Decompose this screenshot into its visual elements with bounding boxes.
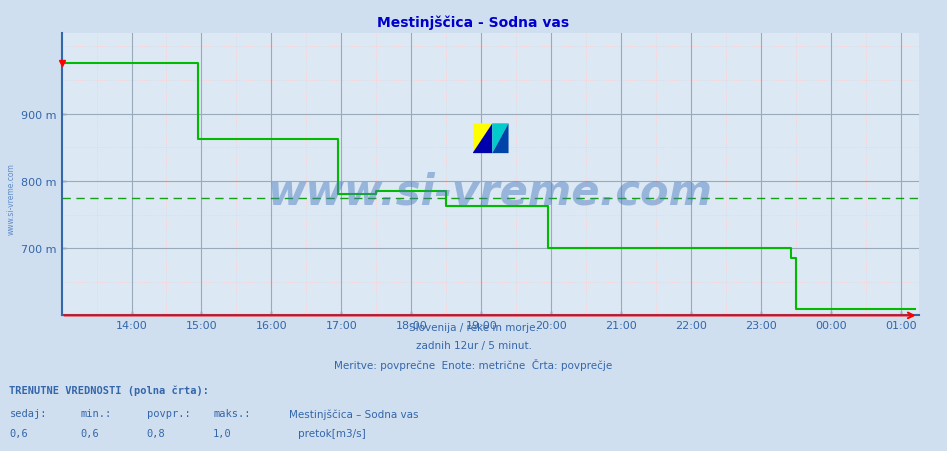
Polygon shape (492, 124, 509, 154)
Text: 0,6: 0,6 (80, 428, 99, 438)
Text: min.:: min.: (80, 408, 112, 418)
Text: www.si-vreme.com: www.si-vreme.com (7, 162, 16, 235)
Text: www.si-vreme.com: www.si-vreme.com (268, 171, 712, 212)
Polygon shape (473, 124, 492, 154)
Polygon shape (492, 124, 509, 154)
Text: pretok[m3/s]: pretok[m3/s] (298, 428, 366, 438)
Text: 0,6: 0,6 (9, 428, 28, 438)
Text: 0,8: 0,8 (147, 428, 166, 438)
Text: maks.:: maks.: (213, 408, 251, 418)
Text: sedaj:: sedaj: (9, 408, 47, 418)
Text: 1,0: 1,0 (213, 428, 232, 438)
Text: Mestinjščica – Sodna vas: Mestinjščica – Sodna vas (289, 408, 419, 419)
Text: povpr.:: povpr.: (147, 408, 190, 418)
Text: TRENUTNE VREDNOSTI (polna črta):: TRENUTNE VREDNOSTI (polna črta): (9, 384, 209, 395)
Text: zadnih 12ur / 5 minut.: zadnih 12ur / 5 minut. (416, 341, 531, 350)
Polygon shape (473, 124, 492, 154)
Text: Mestinjščica - Sodna vas: Mestinjščica - Sodna vas (378, 16, 569, 30)
Text: Meritve: povprečne  Enote: metrične  Črta: povprečje: Meritve: povprečne Enote: metrične Črta:… (334, 359, 613, 371)
Text: Slovenija / reke in morje.: Slovenija / reke in morje. (408, 322, 539, 332)
